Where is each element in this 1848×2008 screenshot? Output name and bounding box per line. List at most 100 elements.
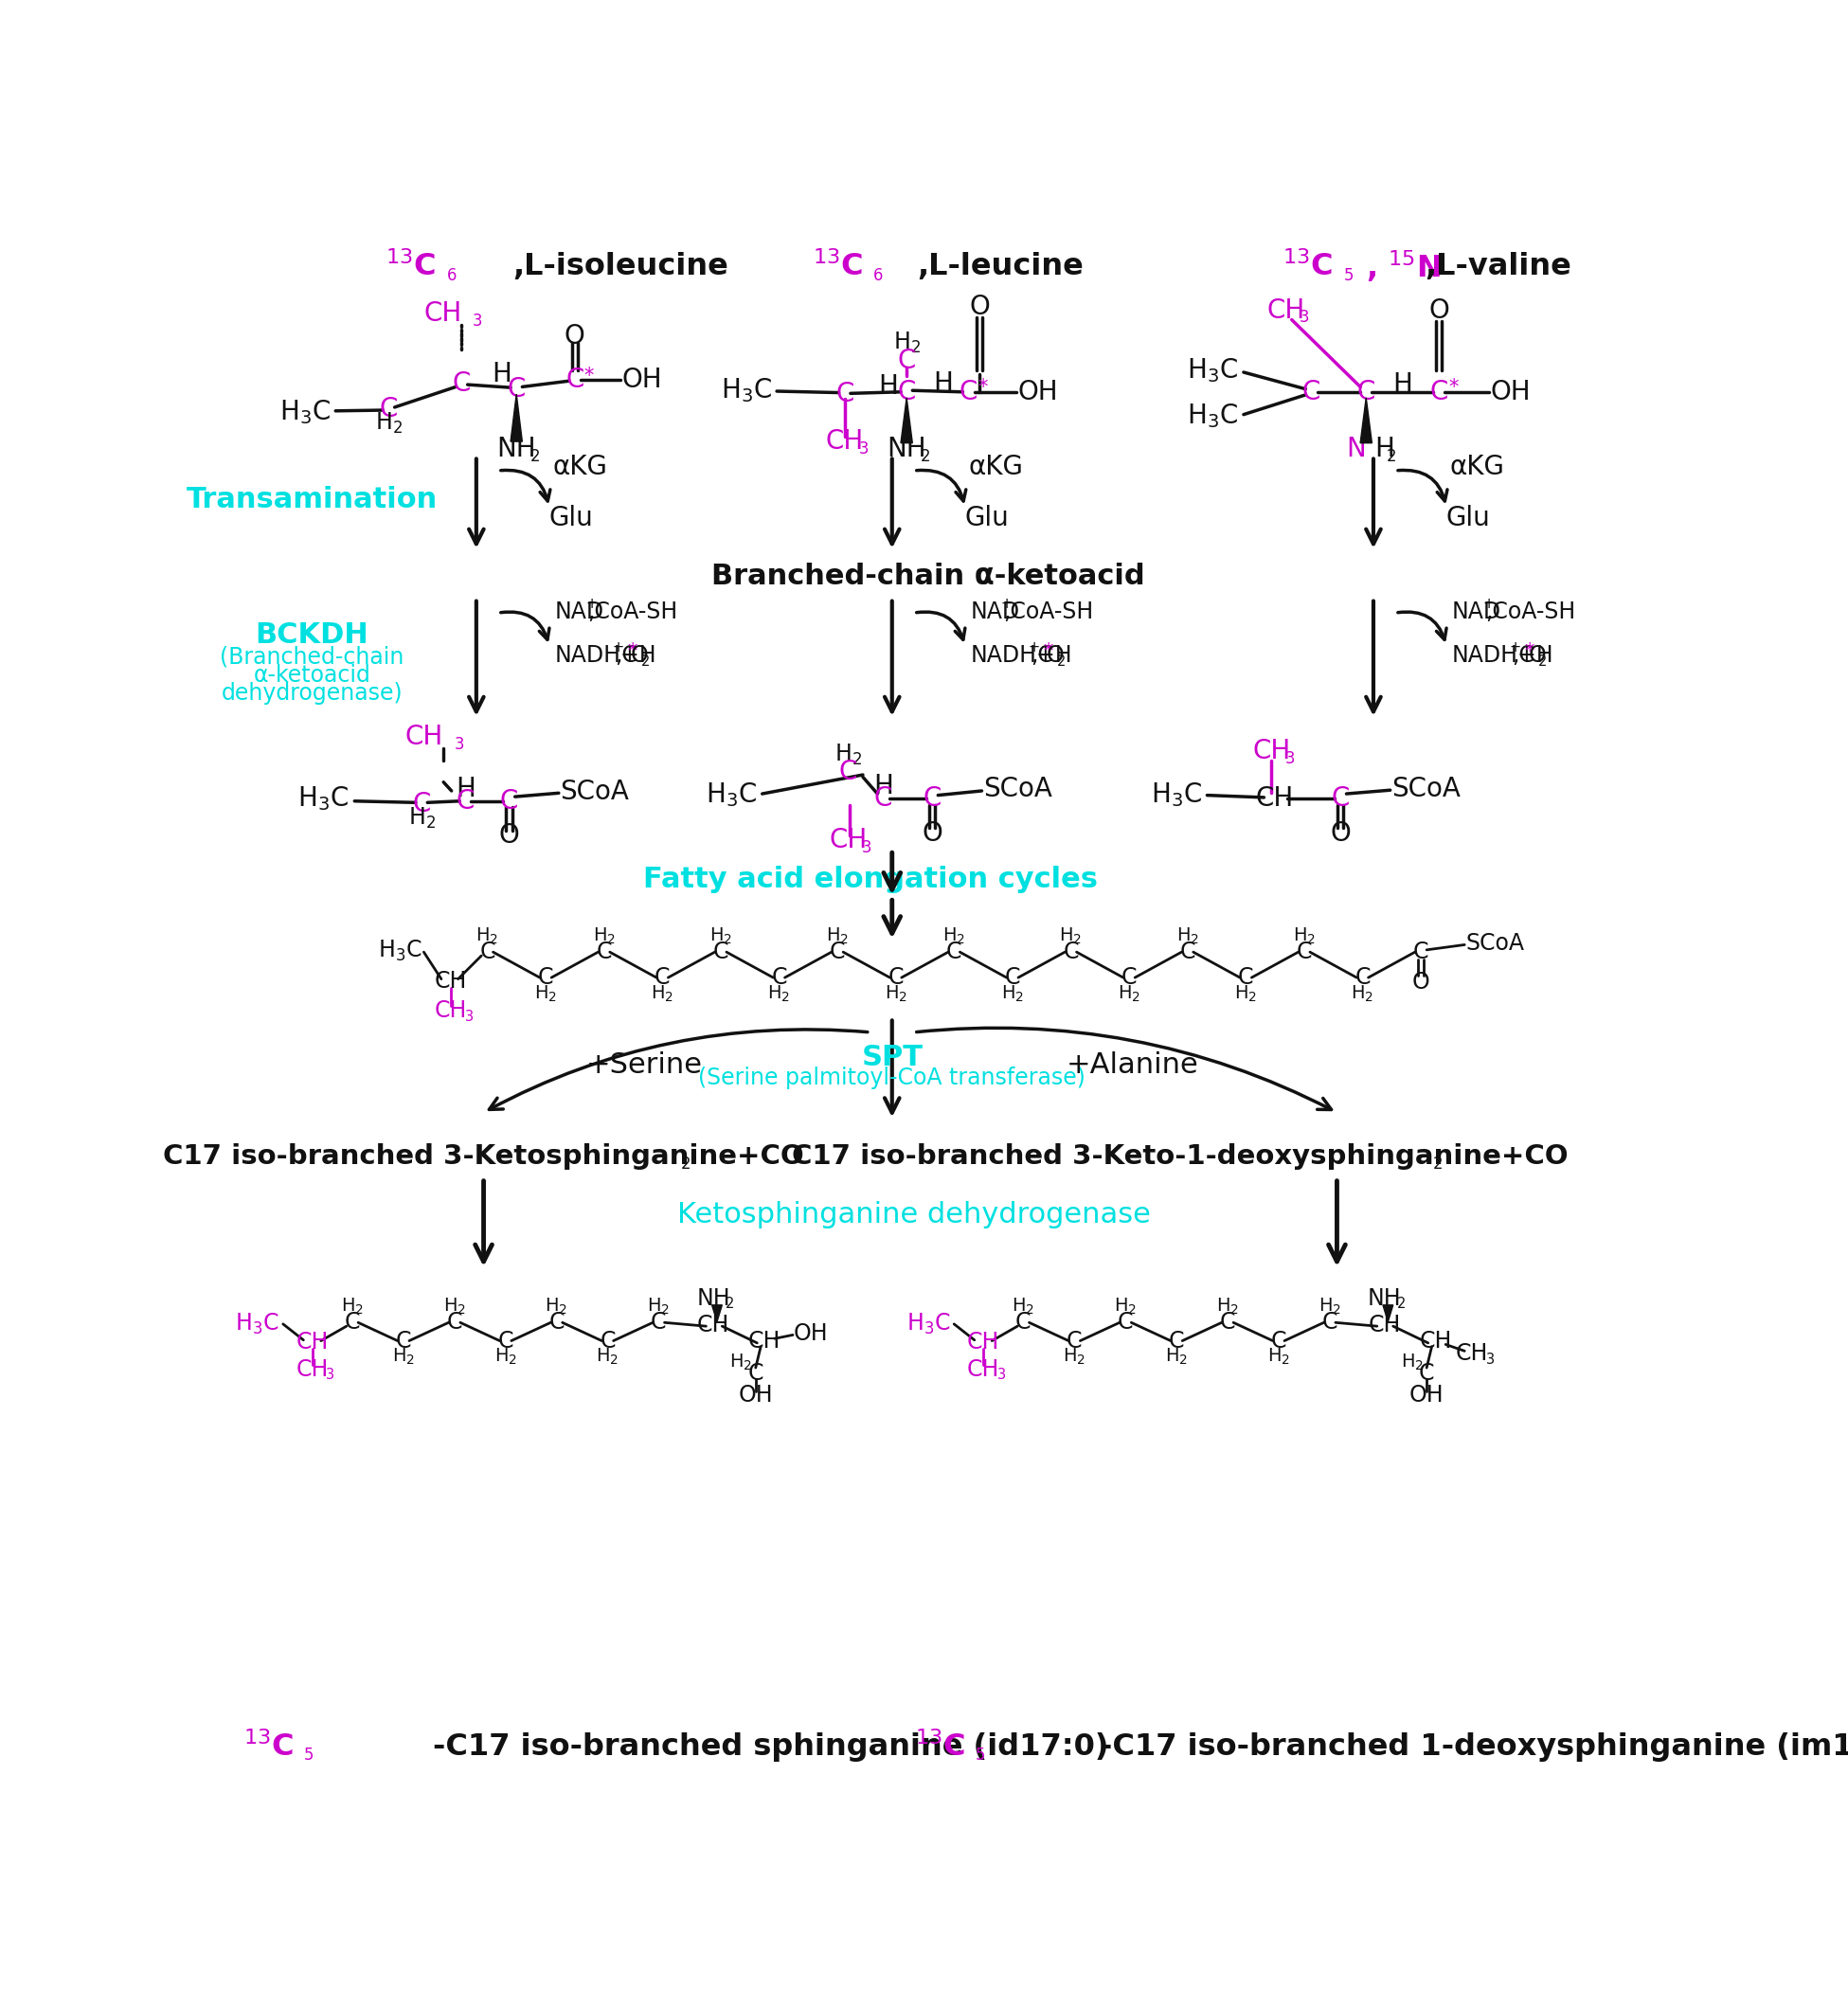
Text: OH: OH <box>1410 1384 1443 1408</box>
Text: $_3$: $_3$ <box>996 1363 1005 1382</box>
Text: NH: NH <box>697 1287 730 1309</box>
Text: H$_2$: H$_2$ <box>650 984 675 1004</box>
Text: H: H <box>874 773 893 799</box>
Text: ,L-isoleucine: ,L-isoleucine <box>512 251 728 281</box>
Text: C: C <box>1295 940 1312 964</box>
Text: CH: CH <box>1456 1343 1488 1365</box>
Text: C: C <box>713 940 728 964</box>
Text: αKG: αKG <box>968 454 1024 480</box>
Text: C: C <box>379 396 397 422</box>
Text: H$_3$C: H$_3$C <box>1186 355 1238 384</box>
Text: C: C <box>1005 966 1020 990</box>
Text: C: C <box>771 966 787 990</box>
Text: H$_3$C: H$_3$C <box>1151 781 1201 809</box>
Text: H$_2$: H$_2$ <box>1294 926 1316 946</box>
Text: C: C <box>538 966 553 990</box>
Text: O: O <box>499 821 519 849</box>
Text: H: H <box>492 361 512 388</box>
Text: C: C <box>1179 940 1196 964</box>
Text: NADH+H: NADH+H <box>554 645 658 667</box>
Text: SCoA: SCoA <box>560 779 628 805</box>
Text: H$_2$: H$_2$ <box>1002 984 1024 1004</box>
Text: $_6$: $_6$ <box>872 261 883 283</box>
Text: O: O <box>1331 819 1351 847</box>
Text: C: C <box>1122 966 1137 990</box>
Text: NADH+H: NADH+H <box>1453 645 1554 667</box>
Text: OH: OH <box>623 365 663 394</box>
Text: SPT: SPT <box>861 1044 922 1072</box>
Text: H$_2$: H$_2$ <box>826 926 848 946</box>
Text: C: C <box>650 1311 667 1333</box>
Text: *: * <box>1525 643 1534 661</box>
Text: H$_2$: H$_2$ <box>475 926 499 946</box>
Polygon shape <box>1360 398 1371 444</box>
Text: CH: CH <box>1253 739 1290 765</box>
Text: NH: NH <box>887 436 926 462</box>
Text: CH: CH <box>296 1357 329 1382</box>
Text: H$_2$: H$_2$ <box>1164 1347 1188 1367</box>
Text: H$_2$: H$_2$ <box>1175 926 1199 946</box>
Text: $^+$: $^+$ <box>1506 643 1521 661</box>
Text: SCoA: SCoA <box>1465 932 1525 954</box>
Text: H$_2$: H$_2$ <box>392 1347 414 1367</box>
Text: $^+$: $^+$ <box>610 643 625 661</box>
Text: NAD: NAD <box>554 600 604 622</box>
Text: C: C <box>344 1311 360 1333</box>
Text: C: C <box>748 1361 763 1386</box>
Text: Glu: Glu <box>1447 504 1491 532</box>
Text: OH: OH <box>739 1384 772 1408</box>
Text: $_6$: $_6$ <box>445 261 456 283</box>
Text: H$_2$: H$_2$ <box>408 805 436 831</box>
Text: H$_2$: H$_2$ <box>1063 1347 1087 1367</box>
Text: H$_2$: H$_2$ <box>1059 926 1083 946</box>
Text: H$_2$: H$_2$ <box>710 926 732 946</box>
Text: H$_2$: H$_2$ <box>1216 1297 1238 1317</box>
Text: C: C <box>497 1329 514 1351</box>
Text: H$_2$: H$_2$ <box>835 743 861 767</box>
Text: O: O <box>922 819 942 847</box>
Text: C: C <box>501 787 517 815</box>
Text: CH: CH <box>423 301 462 327</box>
Text: ,CoA-SH: ,CoA-SH <box>1003 600 1094 622</box>
Text: $_2$: $_2$ <box>680 1149 691 1171</box>
Text: CH: CH <box>1419 1329 1453 1351</box>
Text: ,CoA-SH: ,CoA-SH <box>1486 600 1574 622</box>
Text: O: O <box>968 293 991 319</box>
Text: $_5$: $_5$ <box>974 1741 985 1763</box>
Text: -C17 iso-branched 1-deoxysphinganine (im17:0): -C17 iso-branched 1-deoxysphinganine (im… <box>1100 1733 1848 1761</box>
Text: C: C <box>1271 1329 1286 1351</box>
Text: $^+$: $^+$ <box>1478 598 1493 616</box>
Text: $_3$: $_3$ <box>861 833 872 855</box>
Text: C: C <box>601 1329 615 1351</box>
Text: C: C <box>1238 966 1253 990</box>
Text: H: H <box>878 373 898 400</box>
Text: *: * <box>626 643 638 661</box>
Text: NAD: NAD <box>970 600 1020 622</box>
Text: , $^{15}$N: , $^{15}$N <box>1366 249 1441 285</box>
Text: $_3$: $_3$ <box>857 434 869 456</box>
Text: H$_2$: H$_2$ <box>1401 1353 1423 1373</box>
Text: H$_2$: H$_2$ <box>730 1353 752 1373</box>
Text: dehydrogenase): dehydrogenase) <box>222 683 403 705</box>
Text: H: H <box>455 777 475 803</box>
Text: -C17 iso-branched sphinganine (id17:0): -C17 iso-branched sphinganine (id17:0) <box>432 1733 1109 1761</box>
Text: OH: OH <box>1489 380 1530 406</box>
Text: (Branched-chain: (Branched-chain <box>220 645 405 669</box>
Text: C17 iso-branched 3-Ketosphinganine+CO: C17 iso-branched 3-Ketosphinganine+CO <box>163 1143 804 1169</box>
Text: Glu: Glu <box>549 504 593 532</box>
Text: $_2$: $_2$ <box>1538 649 1547 669</box>
Text: CH: CH <box>748 1329 780 1351</box>
Text: $_3$: $_3$ <box>1299 303 1310 325</box>
Text: C: C <box>1430 380 1449 406</box>
Text: C: C <box>1321 1311 1338 1333</box>
Text: $_2$: $_2$ <box>724 1291 734 1311</box>
Text: C: C <box>447 1311 462 1333</box>
Text: H$_3$C: H$_3$C <box>906 1311 950 1337</box>
Text: C: C <box>597 940 612 964</box>
Text: CH: CH <box>434 1000 468 1022</box>
Text: H$_2$: H$_2$ <box>1114 1297 1137 1317</box>
Text: CH: CH <box>697 1313 730 1337</box>
Text: $_3$: $_3$ <box>1486 1347 1495 1367</box>
Text: ,L-valine: ,L-valine <box>1425 251 1571 281</box>
Text: $_5$: $_5$ <box>1343 261 1353 283</box>
